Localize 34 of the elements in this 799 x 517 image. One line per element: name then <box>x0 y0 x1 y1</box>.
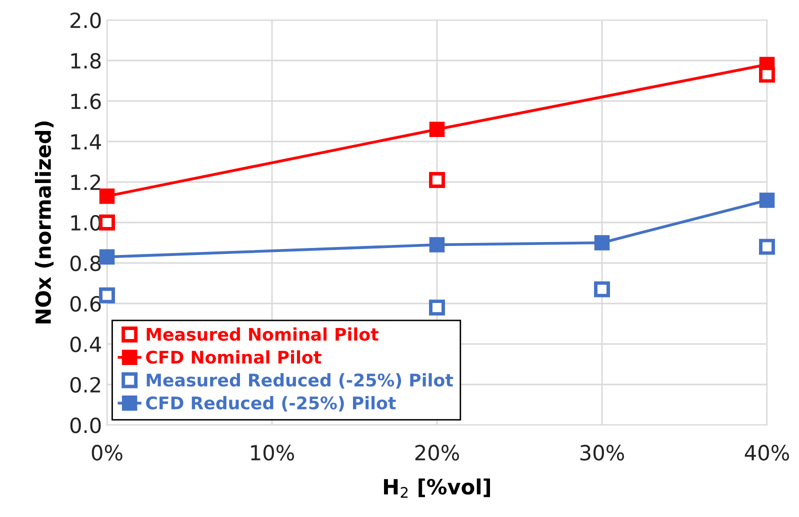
x-tick-label: 20% <box>415 444 460 461</box>
legend-label: CFD Reduced (-25%) Pilot <box>146 396 396 412</box>
x-axis-title: H$_{2}$ [%vol] <box>384 478 490 498</box>
y-axis-title: NOx (normalized) <box>34 122 54 324</box>
y-tick-label: 0.4 <box>70 336 101 352</box>
y-tick-label: 1.2 <box>71 174 100 190</box>
x-tick-label: 30% <box>580 444 624 461</box>
point <box>99 188 115 204</box>
x-tick-label: 0% <box>92 444 122 461</box>
y-tick-label: 0.0 <box>70 417 101 434</box>
y-tick-label: 1.8 <box>71 52 101 69</box>
point <box>429 300 445 316</box>
legend-label: CFD Nominal Pilot <box>146 350 322 364</box>
point <box>99 214 115 230</box>
y-tick-label: 0.2 <box>70 376 100 393</box>
point <box>429 172 445 188</box>
x-tick-label: 40% <box>744 444 790 461</box>
y-tick-label: 0.8 <box>70 255 101 272</box>
point <box>759 238 775 255</box>
point <box>429 237 445 252</box>
point <box>99 249 115 265</box>
point <box>759 192 775 208</box>
y-tick-label: 0.6 <box>70 296 101 312</box>
legend-label: Measured Reduced (-25%) Pilot <box>146 373 454 389</box>
point <box>99 287 115 304</box>
legend-label: Measured Nominal Pilot <box>146 327 378 341</box>
y-tick-label: 2.0 <box>70 12 101 28</box>
y-tick-label: 1.4 <box>71 134 101 150</box>
point <box>594 281 610 298</box>
point <box>429 122 445 137</box>
y-tick-label: 1.6 <box>71 93 101 110</box>
point <box>594 235 610 250</box>
point <box>759 66 775 83</box>
x-tick-label: 10% <box>251 444 294 461</box>
